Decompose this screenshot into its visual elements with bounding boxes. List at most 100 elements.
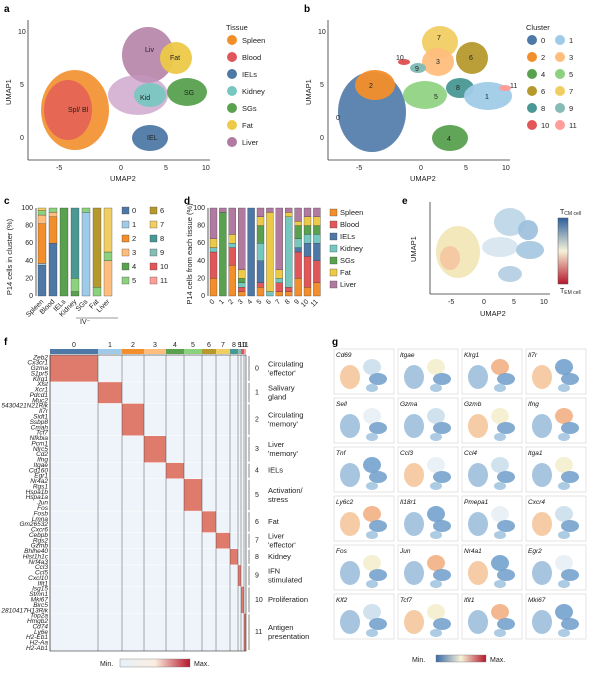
g-gene-label: Mki67: [528, 597, 546, 604]
c-legend-label: 11: [160, 276, 168, 285]
f-col-cluster: 6: [207, 342, 211, 349]
legend-label-blood: Blood: [242, 53, 261, 62]
d-bar-segment: [294, 225, 302, 239]
d-ytick: 40: [197, 258, 205, 265]
g-feature-tnf: Tnf: [333, 446, 395, 493]
g-feature-ly6c2: Ly6c2: [333, 495, 395, 542]
c-legend-label: 4: [132, 262, 136, 271]
d-legend-label: IELs: [340, 232, 355, 241]
g-feature-gzmb: Gzmb: [461, 397, 523, 444]
d-bar-segment: [313, 216, 321, 226]
c-ytick: 80: [25, 223, 33, 230]
c-cluster-legend: 0 1 2 3 4 5 6 7 8 9 10 11: [121, 206, 168, 285]
d-bar-segment: [228, 247, 236, 266]
d-bar-segment: [209, 278, 218, 297]
f-group-label-0: Circulating: [268, 359, 303, 368]
f-gene-cxcr6: Cxcr6: [31, 527, 48, 534]
b-map-10: 10: [396, 55, 404, 62]
cluster-swatch-9: [555, 103, 565, 113]
c-bar-segment: [37, 214, 47, 224]
d-bar-segment: [256, 225, 265, 244]
d-bar-segment: [238, 287, 246, 292]
f-gene-birc5: Birc5: [33, 602, 48, 609]
cluster-swatch-4: [527, 69, 537, 79]
d-bar-segment: [266, 212, 274, 292]
d-legend-label: Kidney: [340, 244, 363, 253]
f-cluster-bar-cell: [184, 349, 202, 354]
d-bar-segment: [228, 265, 236, 297]
f-gene-xist: Xist: [36, 381, 49, 388]
f-gene-hist1h1c: Hist1h1c: [23, 553, 49, 560]
c-bar-segment: [92, 207, 102, 288]
f-gene-pdcd1: Pdcd1: [30, 392, 49, 399]
c-bar-segment: [48, 216, 58, 244]
f-group-num-4: 4: [255, 468, 259, 475]
f-group-label-0-cont: 'effector': [268, 368, 296, 377]
legend-label-liver: Liver: [242, 138, 259, 147]
c-ylabel-line: P14 cells in cluster (%): [5, 218, 14, 295]
f-cluster-bar-cell: [50, 349, 98, 354]
g-feature-pmepa1: Pmepa1: [461, 495, 523, 542]
g-feature-itga1: Itga1: [525, 446, 587, 493]
f-group-label-11-cont: presentation: [268, 632, 309, 641]
f-gene-cd160: Cd160: [29, 467, 49, 474]
f-gene-itgae: Itgae: [34, 462, 49, 469]
f-group-label-3: Liver: [268, 440, 285, 449]
f-heat-block: [238, 564, 241, 587]
d-xtick: 10: [300, 298, 311, 309]
f-group-label-5: Activation/: [268, 486, 304, 495]
g-gene-label: Egr2: [528, 548, 542, 555]
f-group-label-8: Kidney: [268, 552, 291, 561]
d-bar-segment: [285, 207, 293, 213]
map-label-kid: Kid: [140, 95, 150, 102]
c-bar-segment: [103, 207, 113, 253]
f-gene-mki67: Mki67: [31, 596, 49, 603]
d-bars: [209, 207, 321, 297]
legend-label-spleen: Spleen: [242, 36, 265, 45]
c-bar-segment: [70, 291, 80, 297]
f-heat-block: [98, 381, 122, 404]
cluster-swatch-7: [555, 86, 565, 96]
panel-b-umap: [327, 20, 512, 161]
c-xtick: Liver: [96, 298, 112, 314]
g-gene-label: Ly6c2: [336, 499, 354, 506]
f-gene-ifng: Ifng: [37, 457, 48, 464]
g-gene-label: Fos: [336, 548, 348, 555]
d-xtick: 11: [310, 298, 320, 308]
panel-b: b 0 1 2 3 4 5 6 7 8 9 10 11 -5 0 5 10 10…: [304, 4, 577, 183]
b-xlabel: UMAP2: [410, 174, 436, 183]
f-heat-block: [184, 478, 202, 512]
e-xtick-2: 5: [512, 299, 516, 306]
d-bar-segment: [266, 291, 274, 297]
c-legend-label: 10: [160, 262, 168, 271]
cluster-legend: 0 1 2 3 4 5 6 7 8 9 10 11: [527, 35, 577, 130]
b-ytick-2: 0: [320, 135, 324, 142]
d-bar-segment: [303, 207, 312, 217]
d-xtick: 3: [237, 298, 245, 306]
b-map-8: 8: [456, 85, 460, 92]
d-bar-segment: [238, 282, 246, 288]
f-gene-h2-eb1: H2-Eb1: [26, 634, 48, 641]
map-label-fat: Fat: [170, 55, 180, 62]
g-gene-label: Klrg1: [464, 352, 480, 359]
f-gene-5430421n21rik: 5430421N21Rik: [1, 403, 48, 410]
cluster-label-0: 0: [541, 36, 545, 45]
e-top-sub: CM cell: [564, 211, 581, 217]
d-legend-swatch: [329, 268, 338, 277]
panel-a-letter: a: [4, 4, 10, 15]
c-legend-swatch: [149, 220, 158, 229]
g-feature-tcf7: Tcf7: [397, 593, 459, 640]
f-row-groups: 0Circulating'effector'1Salivarygland2Cir…: [248, 356, 309, 650]
e-bottom-sub: EM cell: [564, 290, 580, 296]
f-gene-rgs2: Rgs2: [33, 537, 49, 544]
d-ytick: 20: [197, 275, 205, 282]
d-ytick: 80: [197, 223, 205, 230]
g-feature-gzma: Gzma: [397, 397, 459, 444]
g-gene-label: Ifng: [528, 401, 539, 408]
a-xtick-1: 0: [119, 165, 123, 172]
panel-e-letter: e: [402, 196, 408, 207]
f-group-label-9: IFN: [268, 567, 280, 576]
f-gene-lmna: Lmna: [32, 516, 49, 523]
panel-b-letter: b: [304, 4, 310, 15]
g-gene-label: Klf2: [336, 597, 348, 604]
